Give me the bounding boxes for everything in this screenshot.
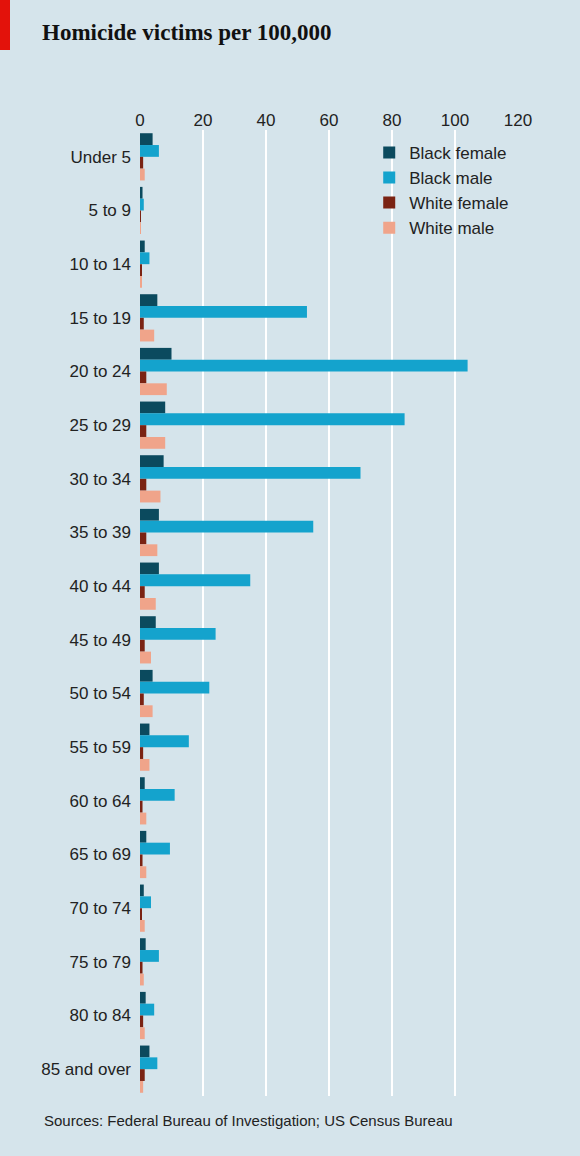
svg-text:35 to 39: 35 to 39	[70, 523, 131, 542]
svg-text:45 to 49: 45 to 49	[70, 631, 131, 650]
svg-text:60 to 64: 60 to 64	[70, 792, 131, 811]
svg-text:70 to 74: 70 to 74	[70, 899, 131, 918]
svg-text:25 to 29: 25 to 29	[70, 416, 131, 435]
svg-text:Homicide victims per 100,000: Homicide victims per 100,000	[42, 20, 332, 45]
svg-text:60: 60	[320, 111, 339, 130]
svg-text:10 to 14: 10 to 14	[70, 255, 131, 274]
svg-text:Sources: Federal Bureau of Inv: Sources: Federal Bureau of Investigation…	[44, 1112, 453, 1129]
svg-text:40 to 44: 40 to 44	[70, 577, 131, 596]
svg-text:80 to 84: 80 to 84	[70, 1006, 131, 1025]
svg-text:55 to 59: 55 to 59	[70, 738, 131, 757]
svg-text:120: 120	[504, 111, 532, 130]
svg-text:100: 100	[441, 111, 469, 130]
svg-text:30 to 34: 30 to 34	[70, 470, 131, 489]
svg-text:5 to 9: 5 to 9	[88, 201, 131, 220]
svg-text:85 and over: 85 and over	[41, 1060, 131, 1079]
svg-text:0: 0	[135, 111, 144, 130]
svg-text:Under 5: Under 5	[71, 148, 131, 167]
svg-text:20 to 24: 20 to 24	[70, 362, 131, 381]
svg-text:40: 40	[257, 111, 276, 130]
svg-text:80: 80	[383, 111, 402, 130]
svg-text:20: 20	[194, 111, 213, 130]
svg-text:50 to 54: 50 to 54	[70, 684, 131, 703]
svg-text:White female: White female	[409, 194, 508, 213]
svg-text:75 to 79: 75 to 79	[70, 953, 131, 972]
svg-text:White male: White male	[409, 219, 494, 238]
svg-text:Black male: Black male	[409, 169, 492, 188]
svg-text:65 to 69: 65 to 69	[70, 845, 131, 864]
svg-text:Black female: Black female	[409, 144, 506, 163]
svg-text:15 to 19: 15 to 19	[70, 309, 131, 328]
